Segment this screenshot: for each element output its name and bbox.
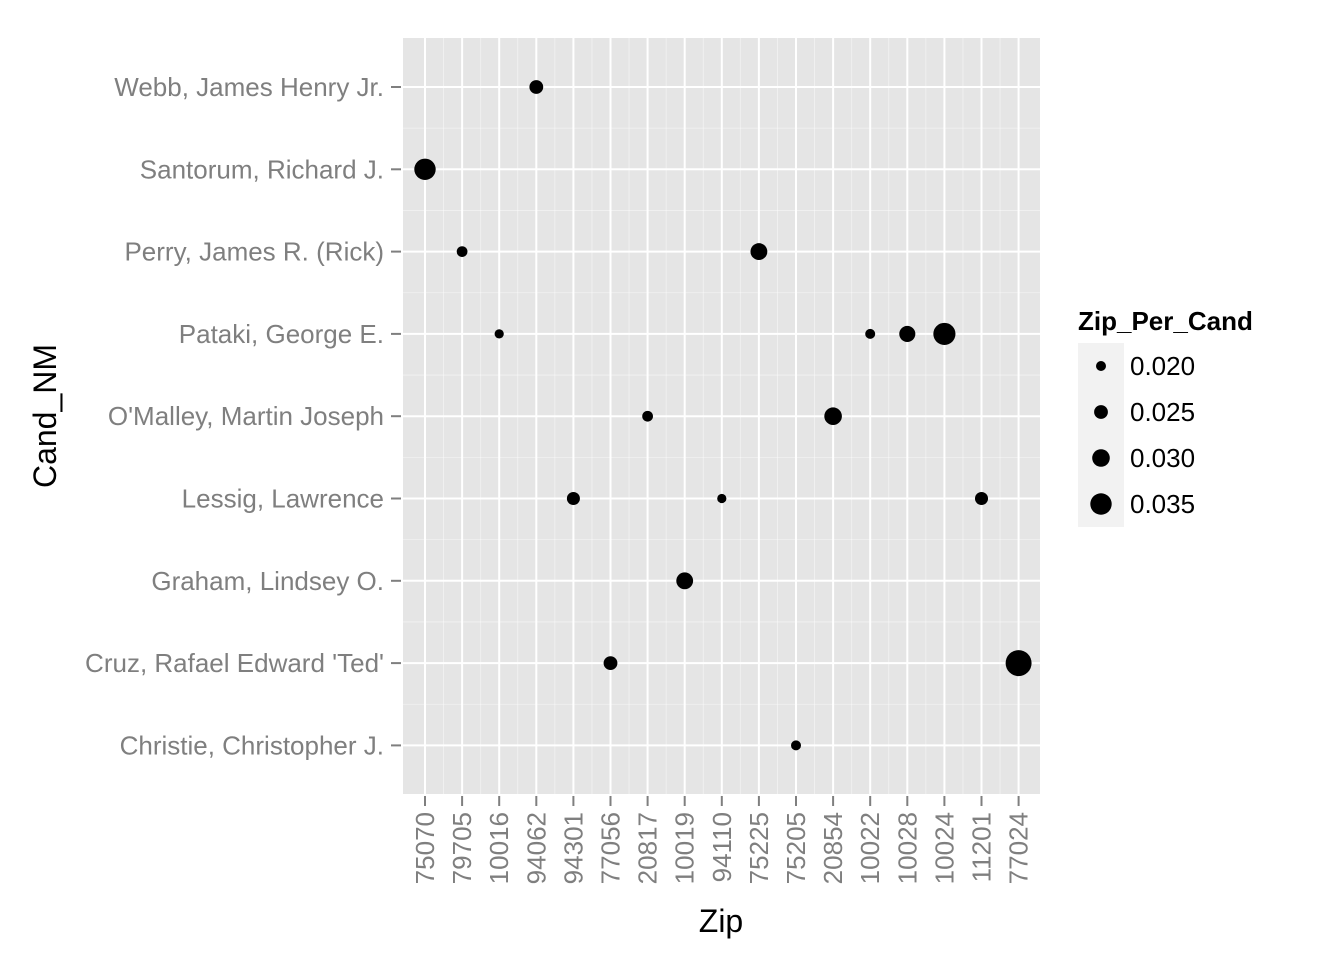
legend-key-point: [1092, 449, 1110, 467]
y-tick-label: Graham, Lindsey O.: [151, 566, 384, 596]
legend-key-point: [1090, 493, 1112, 515]
y-tick-label: Santorum, Richard J.: [140, 154, 384, 184]
y-tick-label: Pataki, George E.: [179, 319, 384, 349]
legend-key-point: [1094, 405, 1108, 419]
y-tick-label: Lessig, Lawrence: [182, 484, 384, 514]
data-point: [642, 410, 653, 422]
data-point: [750, 243, 768, 261]
legend: Zip_Per_Cand 0.020 0.025 0.030 0.035: [1078, 306, 1253, 527]
y-tick-label: Christie, Christopher J.: [120, 730, 384, 760]
data-point: [791, 740, 801, 751]
x-tick-label: 77024: [1004, 812, 1034, 884]
y-tick-label: Perry, James R. (Rick): [124, 237, 384, 267]
y-tick-label: Webb, James Henry Jr.: [114, 72, 384, 102]
data-point: [933, 322, 956, 345]
x-tick-label: 77056: [596, 812, 626, 884]
data-point: [456, 246, 468, 257]
x-tick-label: 11201: [967, 812, 997, 882]
y-tick-label: O'Malley, Martin Joseph: [108, 401, 384, 431]
legend-label: 0.020: [1130, 351, 1195, 381]
x-tick-label: 94062: [521, 812, 551, 884]
data-point: [899, 325, 916, 342]
x-tick-label: 94110: [707, 812, 737, 882]
data-point: [603, 656, 618, 670]
data-point: [1005, 650, 1032, 677]
x-axis-title: Zip: [699, 903, 743, 939]
x-tick-label: 75205: [781, 812, 811, 884]
data-point: [494, 329, 504, 339]
data-point: [824, 407, 842, 426]
gridlines: [403, 38, 1040, 794]
data-points: [414, 80, 1032, 751]
y-axis-ticks: Webb, James Henry Jr. Santorum, Richard J…: [85, 72, 401, 760]
data-point: [566, 491, 580, 506]
x-tick-label: 94301: [558, 812, 588, 884]
legend-label: 0.030: [1130, 443, 1195, 473]
x-axis-ticks: 75070 79705 10016 94062 94301 77056 20817 10019…: [410, 796, 1034, 884]
y-tick-label: Cruz, Rafael Edward 'Ted': [85, 648, 384, 678]
x-tick-label: 20854: [818, 812, 848, 884]
x-tick-label: 75070: [410, 812, 440, 884]
x-tick-label: 10019: [670, 812, 700, 884]
x-tick-label: 10024: [929, 812, 959, 884]
x-tick-label: 10028: [892, 812, 922, 884]
data-point: [974, 491, 989, 506]
legend-label: 0.035: [1130, 489, 1195, 519]
data-point: [717, 493, 727, 504]
x-tick-label: 79705: [447, 812, 477, 884]
data-point: [676, 572, 694, 590]
x-tick-label: 75225: [744, 812, 774, 884]
data-point: [414, 158, 436, 180]
data-point: [529, 80, 544, 94]
data-point: [865, 328, 876, 339]
legend-title: Zip_Per_Cand: [1078, 306, 1253, 336]
x-tick-label: 10022: [855, 812, 885, 884]
x-tick-label: 10016: [484, 812, 514, 884]
y-axis-title: Cand_NM: [27, 344, 63, 488]
legend-label: 0.025: [1130, 397, 1195, 427]
x-tick-label: 20817: [633, 812, 663, 884]
legend-key-point: [1096, 361, 1106, 371]
legend-entries: 0.020 0.025 0.030 0.035: [1078, 343, 1195, 527]
